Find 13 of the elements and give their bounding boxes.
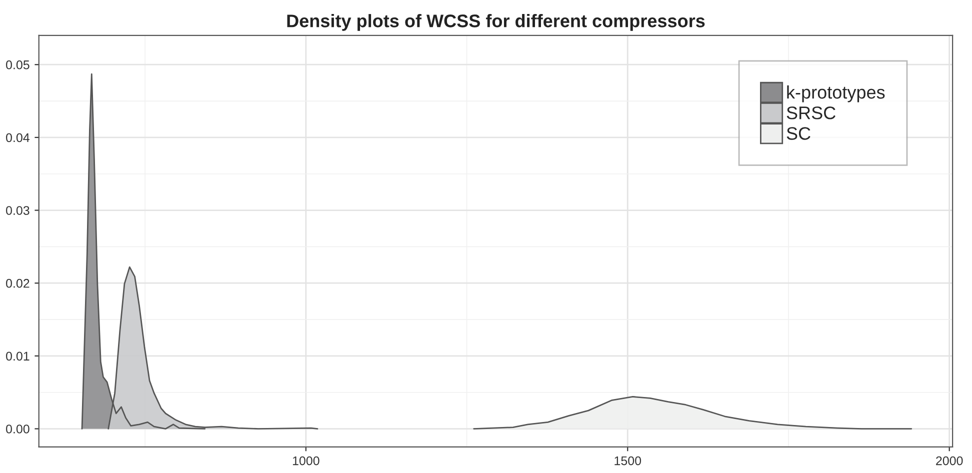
x-tick-label: 2000 bbox=[936, 456, 963, 466]
y-tick-label: 0.03 bbox=[6, 206, 30, 215]
legend-label: SC bbox=[786, 127, 810, 140]
y-tick-label: 0.05 bbox=[6, 60, 30, 70]
legend-label: k-prototypes bbox=[787, 85, 885, 102]
x-tick-label: 1000 bbox=[292, 456, 320, 466]
y-tick-label: 0.01 bbox=[6, 352, 30, 361]
chart-title: Density plots of WCSS for different compressors bbox=[287, 14, 705, 31]
legend-label: SRSC bbox=[786, 106, 836, 120]
y-tick-label: 0.00 bbox=[6, 424, 30, 434]
y-tick-label: 0.04 bbox=[6, 133, 30, 142]
x-tick-label: 1500 bbox=[614, 456, 642, 466]
y-tick-label: 0.02 bbox=[6, 278, 30, 288]
